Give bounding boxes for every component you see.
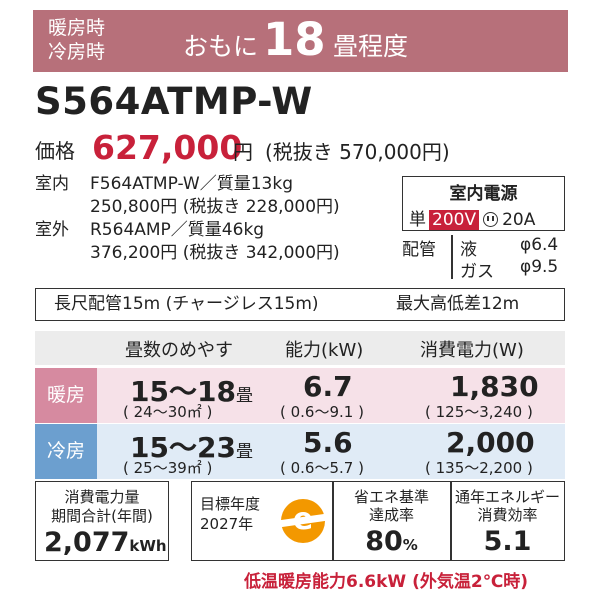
apf-label2: 消費効率: [477, 506, 538, 524]
indoor-line2: 250,800円 (税抜き 228,000円): [90, 197, 340, 217]
price-value: 627,000: [92, 128, 243, 167]
pipe-length-box: 長尺配管15m (チャージレス15m) 最大高低差12m: [35, 288, 565, 321]
unit-details: 室内 F564ATMP-W／質量13kg 250,800円 (税抜き 228,00…: [35, 173, 340, 265]
header-tatami: 畳数のめやす: [125, 340, 233, 361]
plug-icon: [483, 212, 499, 227]
piping-gas-label: ガス: [460, 262, 494, 282]
row-mode-heating: 暖房: [35, 368, 97, 423]
model-number: S564ATMP-W: [35, 80, 313, 123]
cooling-power-range: ( 135〜2,200 ): [425, 459, 533, 477]
table-row-heating: 暖房 15〜18畳 ( 24〜30㎡ ) 6.7 ( 0.6〜9.1 ) 1,8…: [35, 368, 565, 423]
banner-modes: 暖房時 冷房時: [48, 16, 105, 64]
banner-omoni: おもに: [183, 32, 259, 61]
cooling-tatami: 15〜23畳: [130, 431, 253, 464]
price-yen: 円: [233, 140, 253, 164]
price-tax-note: (税抜き 570,000円): [265, 140, 450, 164]
table-row-cooling: 冷房 15〜23畳 ( 25〜39㎡ ) 5.6 ( 0.6〜5.7 ) 2,0…: [35, 424, 565, 479]
heating-power-range: ( 125〜3,240 ): [425, 403, 533, 421]
heating-power: 1,830: [450, 370, 539, 403]
annual-energy-box: 消費電力量 期間合計(年間) 2,077kWh: [35, 481, 169, 561]
piping-liquid-label: 液: [460, 240, 477, 260]
energy-label1: 消費電力量: [64, 488, 140, 506]
cooling-power: 2,000: [446, 426, 535, 459]
power-voltage: 200V: [429, 210, 480, 230]
energy-label2: 期間合計(年間): [51, 507, 153, 525]
header-power: 消費電力(W): [420, 340, 524, 361]
efficiency-box: 目標年度 2027年 e 省エネ基準 達成率 80% 通年エネルギー 消費効率 …: [191, 481, 565, 561]
pipe-length-left: 長尺配管15m (チャージレス15m): [54, 294, 319, 314]
rate-label2: 達成率: [368, 506, 414, 524]
piping-label: 配管: [402, 240, 436, 260]
pipe-length-right: 最大高低差12m: [396, 294, 520, 314]
spec-table-header: 畳数のめやす 能力(kW) 消費電力(W): [35, 331, 565, 365]
heating-capacity: 6.7: [303, 370, 353, 403]
heating-capacity-range: ( 0.6〜9.1 ): [280, 403, 364, 421]
cooling-capacity: 5.6: [303, 426, 353, 459]
power-phase: 単: [409, 210, 426, 230]
power-amp: 20A: [502, 210, 536, 230]
outdoor-line1: R564AMP／質量46kg: [90, 220, 265, 240]
header-capacity: 能力(kW): [285, 340, 364, 361]
outdoor-label: 室外: [35, 220, 69, 240]
apf-value: 5.1: [483, 526, 532, 557]
indoor-line1: F564ATMP-W／質量13kg: [90, 174, 293, 194]
indoor-label: 室内: [35, 174, 69, 194]
apf-label1: 通年エネルギー: [454, 488, 560, 506]
energy-saving-e-icon: e: [281, 499, 325, 543]
banner-mode-cooling: 冷房時: [48, 41, 106, 63]
row-mode-cooling: 冷房: [35, 424, 97, 479]
target-year: 目標年度 2027年: [200, 495, 261, 533]
outdoor-line2: 376,200円 (税抜き 342,000円): [90, 243, 340, 263]
banner-mode-heating: 暖房時: [48, 17, 106, 39]
power-supply-box: 室内電源 単 200V 20A: [402, 176, 565, 231]
low-temp-heating-note: 低温暖房能力6.6kW (外気温2℃時): [244, 572, 529, 592]
price-label: 価格: [35, 139, 75, 163]
banner-size: 18: [263, 13, 326, 66]
piping-divider: [451, 235, 453, 279]
heating-tatami: 15〜18畳: [130, 375, 253, 408]
cooling-area: ( 25〜39㎡ ): [123, 459, 213, 477]
heating-area: ( 24〜30㎡ ): [123, 403, 213, 421]
piping-liquid-value: φ6.4: [520, 235, 559, 255]
cooling-capacity-range: ( 0.6〜5.7 ): [280, 459, 364, 477]
power-title: 室内電源: [449, 184, 518, 204]
rate-value: 80%: [365, 526, 418, 557]
piping-gas-value: φ9.5: [520, 257, 559, 277]
room-size-banner: 暖房時 冷房時 おもに 18 畳程度: [33, 10, 568, 72]
energy-value: 2,077kWh: [44, 527, 167, 558]
banner-unit: 畳程度: [333, 32, 409, 61]
rate-label1: 省エネ基準: [353, 488, 429, 506]
